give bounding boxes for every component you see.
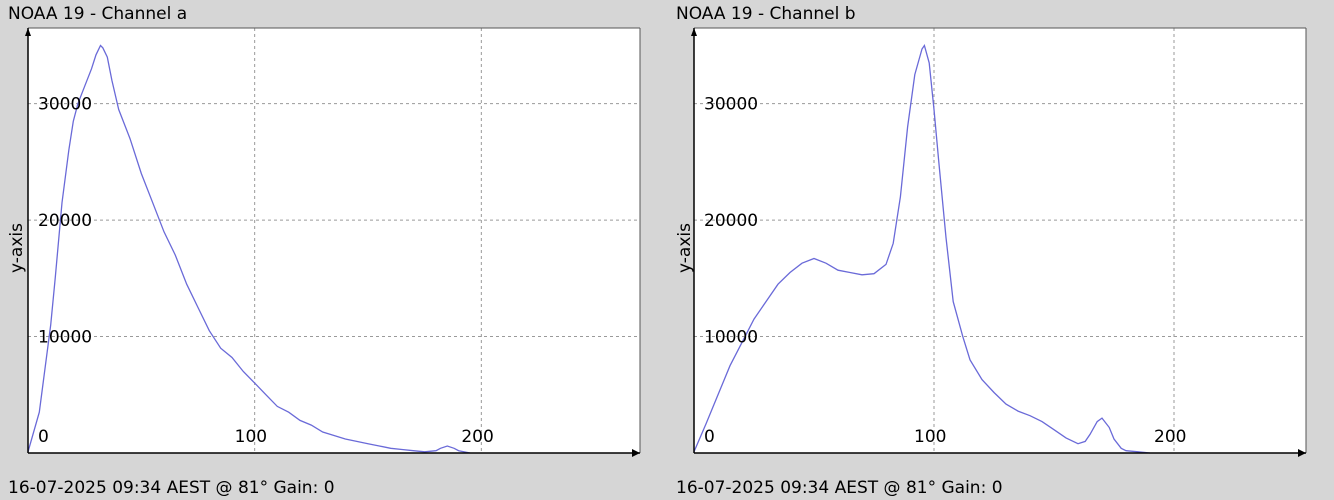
x-tick-label: 200 <box>1154 427 1186 447</box>
y-tick-label: 20000 <box>38 211 92 231</box>
x-tick-label: 100 <box>235 427 267 447</box>
y-axis-arrow-icon <box>691 28 697 36</box>
chart-title: NOAA 19 - Channel b <box>676 4 856 24</box>
footer-info: 16-07-2025 09:34 AEST @ 81° Gain: 0 <box>676 478 1003 498</box>
footer-info: 16-07-2025 09:34 AEST @ 81° Gain: 0 <box>8 478 335 498</box>
y-tick-label: 30000 <box>38 95 92 115</box>
y-tick-label: 20000 <box>704 211 758 231</box>
plot-area <box>694 28 1306 453</box>
gridlines <box>28 27 641 453</box>
tick-labels: 0 100 200 10000 20000 30000 <box>704 95 1186 447</box>
x-tick-label: 0 <box>704 427 715 447</box>
x-tick-label: 0 <box>38 427 49 447</box>
x-tick-label: 200 <box>461 427 493 447</box>
y-tick-label: 10000 <box>704 328 758 348</box>
y-tick-label: 30000 <box>704 95 758 115</box>
chart-title: NOAA 19 - Channel a <box>8 4 187 24</box>
y-tick-label: 10000 <box>38 328 92 348</box>
plot-area <box>28 28 640 453</box>
y-axis-label: y-axis <box>7 223 27 273</box>
chart-panel-channel-b: NOAA 19 - Channel b 0 100 200 10000 20000 300… <box>675 4 1307 498</box>
gridlines <box>694 27 1307 453</box>
y-axis-arrow-icon <box>25 28 31 36</box>
x-tick-label: 100 <box>914 427 946 447</box>
series-line <box>27 44 471 454</box>
y-axis-label: y-axis <box>675 223 695 273</box>
x-axis-arrow-icon <box>632 449 640 457</box>
x-axis-arrow-icon <box>1298 449 1306 457</box>
tick-labels: 0 100 200 10000 20000 30000 <box>38 95 494 447</box>
series-line <box>693 43 1151 454</box>
chart-panel-channel-a: NOAA 19 - Channel a 0 100 200 10000 20000 300… <box>7 4 641 498</box>
